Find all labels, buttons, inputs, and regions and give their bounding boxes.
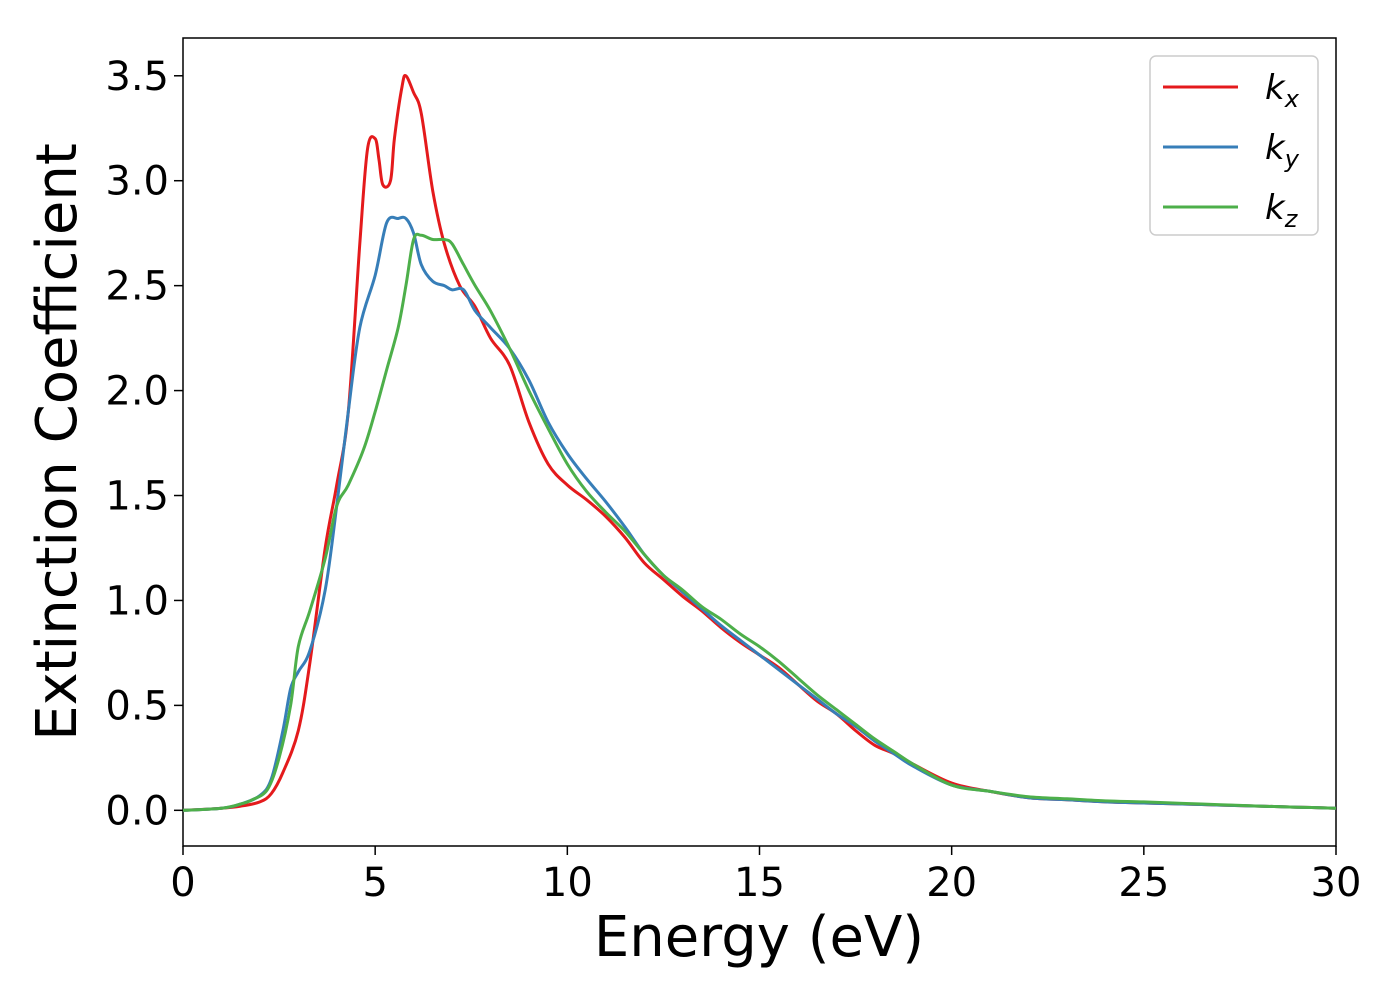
x-tick-label: 0 xyxy=(170,860,195,906)
legend: kx ky kz xyxy=(1149,55,1319,236)
y-tick-label: 0.0 xyxy=(105,788,169,834)
x-tick-label: 15 xyxy=(734,860,785,906)
y-tick-label: 2.0 xyxy=(105,369,169,415)
y-tick-label: 3.5 xyxy=(105,54,169,100)
series-lines xyxy=(182,74,1337,812)
x-tick-label: 25 xyxy=(1118,860,1169,906)
y-tick-label: 2.5 xyxy=(105,264,169,310)
y-tick-label: 1.5 xyxy=(105,474,169,520)
x-tick-label: 10 xyxy=(542,860,593,906)
x-axis-label: Energy (eV) xyxy=(594,905,924,970)
y-tick-label: 3.0 xyxy=(105,159,169,205)
x-tick-label: 30 xyxy=(1311,860,1362,906)
series-line-kz xyxy=(182,232,1337,812)
legend-label-kx: kx xyxy=(1265,68,1300,113)
legend-label-ky: ky xyxy=(1265,128,1300,173)
x-tick-label: 20 xyxy=(926,860,977,906)
x-axis-ticks: 0 5 10 15 20 25 30 xyxy=(170,846,1361,906)
y-axis-label: Extinction Coefficient xyxy=(25,143,90,741)
x-tick-label: 5 xyxy=(362,860,387,906)
legend-label-kz: kz xyxy=(1265,188,1299,233)
y-axis-ticks: 0.0 0.5 1.0 1.5 2.0 2.5 3.0 3.5 xyxy=(105,54,183,834)
y-tick-label: 1.0 xyxy=(105,578,169,624)
y-tick-label: 0.5 xyxy=(105,683,169,729)
